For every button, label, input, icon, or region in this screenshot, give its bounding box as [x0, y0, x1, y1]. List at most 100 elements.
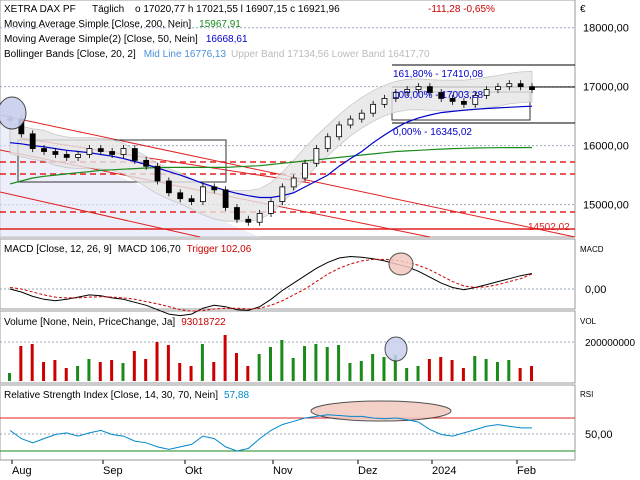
volume-bar [8, 373, 11, 381]
volume-bar [530, 366, 533, 381]
bollinger-band-area [9, 70, 533, 222]
candle-body [234, 207, 240, 220]
rsi-panel-frame [0, 384, 576, 461]
volume-bar [42, 362, 46, 381]
candle-body [52, 151, 59, 155]
candle-body [109, 151, 116, 155]
instrument-name: XETRA DAX PF [4, 4, 76, 15]
volume-bar [189, 366, 193, 381]
candle-body [222, 189, 229, 208]
series-ma50-line [9, 105, 533, 199]
candle-body [211, 186, 218, 191]
rsi-axis-title: RSI [580, 390, 593, 399]
candle-body [177, 192, 184, 200]
candle-body [165, 180, 172, 194]
volume-bar [98, 362, 102, 381]
candle-body [29, 133, 36, 149]
candle-body [358, 112, 365, 120]
x-tick-label: Sep [103, 465, 123, 477]
volume-axis-title: VOL [580, 317, 597, 326]
candle-body [86, 148, 93, 155]
candle-body [336, 124, 342, 138]
volume-bar [257, 354, 261, 381]
candle-body [97, 148, 104, 152]
volume-bar [223, 335, 227, 381]
x-tick-label: 2024 [432, 465, 456, 477]
candle-body [517, 83, 524, 88]
rsi-highlight-ellipse [310, 400, 452, 422]
volume-panel-frame [0, 310, 576, 384]
candle-body [392, 92, 399, 99]
legend-ma200: Moving Average Simple [Close, 200, Nein]… [4, 19, 241, 30]
x-axis: Aug Sep Okt Nov Dez 2024 Feb [11, 460, 536, 477]
volume-bar [461, 368, 465, 381]
volume-highlight-circle [384, 336, 408, 362]
candle-body [415, 86, 422, 90]
candle-body [381, 98, 388, 105]
candle-body [268, 201, 274, 214]
price-axis: 18000,00 17000,00 16000,00 15000,00 [583, 23, 629, 212]
currency-label: € [580, 4, 586, 15]
candle-body [449, 98, 456, 102]
volume-bar [405, 368, 409, 381]
quote-values: o 17020,77 h 17021,55 l 16907,15 c 16921… [135, 4, 340, 15]
candle-body [63, 154, 70, 158]
series-trigger-line [9, 258, 533, 312]
macd-tick: 0,00 [585, 284, 606, 296]
volume-bar [30, 344, 34, 381]
candle-body [506, 83, 513, 88]
volume-bars [8, 335, 533, 381]
candle-body [324, 136, 331, 149]
x-tick-label: Nov [273, 465, 293, 477]
volume-bar [166, 345, 170, 381]
volume-bar [359, 361, 363, 381]
x-tick-label: Aug [12, 465, 32, 477]
fib-label-mid: 100,00% - 17003,28 [393, 90, 484, 101]
macd-label: MACD [Close, 12, 26, 9] MACD 106,70 Trigge… [4, 244, 252, 255]
volume-tick: 200000000 [585, 338, 635, 349]
candle-body [438, 92, 445, 99]
volume-bar [19, 346, 23, 381]
candle-body [143, 159, 150, 167]
support-value-label: 14502,02 [528, 222, 570, 233]
volume-bar [280, 340, 284, 381]
candle-body [495, 86, 501, 90]
volume-bar [439, 357, 443, 381]
volume-bar [507, 360, 511, 381]
volume-bar [269, 347, 272, 381]
change-values: -111,28 -0,65% [428, 4, 495, 15]
volume-bar [393, 355, 397, 381]
candle-body [188, 198, 195, 203]
series-macd-line [9, 255, 533, 317]
candle-body [154, 165, 161, 182]
price-tick-label: 17000,00 [583, 82, 629, 94]
volume-bar [382, 357, 386, 381]
volume-bar [495, 362, 499, 381]
volume-bar [325, 347, 329, 381]
price-tick-label: 16000,00 [583, 141, 629, 153]
candle-body [426, 86, 433, 93]
candle-body [404, 89, 411, 93]
candle-body [279, 186, 286, 203]
candle-body [131, 148, 138, 161]
volume-bar [314, 344, 318, 381]
volume-bar [87, 359, 91, 381]
volume-bar [178, 363, 182, 381]
series-ma200-line [9, 146, 533, 185]
price-panel-frame [0, 0, 576, 238]
fib-label-top: 161,80% - 17410,08 [393, 69, 484, 80]
price-tick-label: 15000,00 [583, 200, 629, 212]
rsi-label: Relative Strength Index [Close, 14, 30, … [4, 390, 249, 401]
legend-bollinger: Bollinger Bands [Close, 20, 2] Mid Line 1… [4, 49, 430, 60]
volume-bar [53, 360, 57, 381]
volume-bar [132, 351, 136, 381]
volume-bar [291, 358, 295, 381]
candle-body [483, 89, 490, 96]
highlight-circle-left [0, 96, 27, 130]
candle-body [302, 162, 308, 179]
candle-body [290, 177, 297, 188]
candle-body [461, 100, 467, 105]
candle-body [41, 148, 47, 152]
x-tick-label: Feb [517, 465, 536, 477]
